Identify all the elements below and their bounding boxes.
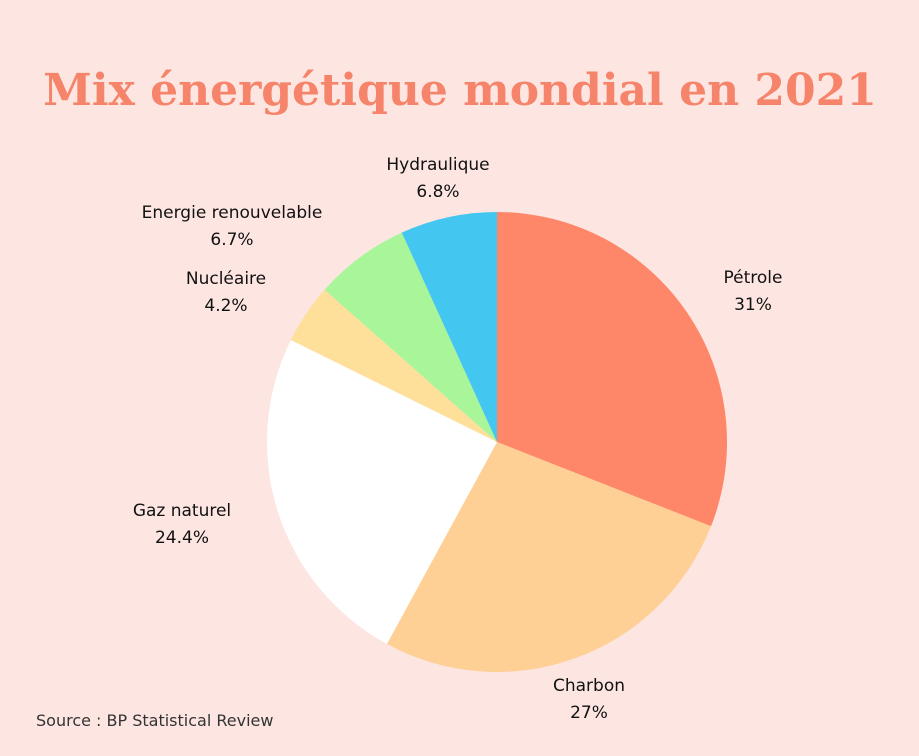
slice-label-value: 24.4% xyxy=(155,528,209,548)
source-note: Source : BP Statistical Review xyxy=(36,711,273,730)
pie-slice-hydraulique xyxy=(401,211,497,442)
pie-slice-charbon xyxy=(386,442,712,672)
pie-slices xyxy=(267,211,727,672)
pie-labels: Pétrole 31% Charbon 27% Gaz naturel 24.4% Nucl… xyxy=(133,155,783,723)
pie-slice-gaz-naturel xyxy=(267,339,497,644)
slice-label-value: 6.7% xyxy=(210,230,253,250)
slice-label-name: Energie renouvelable xyxy=(142,203,323,223)
slice-label-name: Hydraulique xyxy=(386,155,489,175)
slice-label-value: 27% xyxy=(570,703,608,723)
slice-label-name: Nucléaire xyxy=(186,269,266,289)
slice-label-value: 6.8% xyxy=(416,182,459,202)
pie-slice-energie-renouvelable xyxy=(324,232,497,442)
chart-title: Mix énergétique mondial en 2021 xyxy=(43,65,877,116)
slice-label-value: 31% xyxy=(734,295,772,315)
pie-slice-nucl-aire xyxy=(290,289,497,442)
slice-label-name: Gaz naturel xyxy=(133,501,231,521)
pie-slice-p-trole xyxy=(497,212,727,527)
slice-label-value: 4.2% xyxy=(204,296,247,316)
slice-label-name: Charbon xyxy=(553,676,625,696)
slice-label-name: Pétrole xyxy=(724,268,783,288)
